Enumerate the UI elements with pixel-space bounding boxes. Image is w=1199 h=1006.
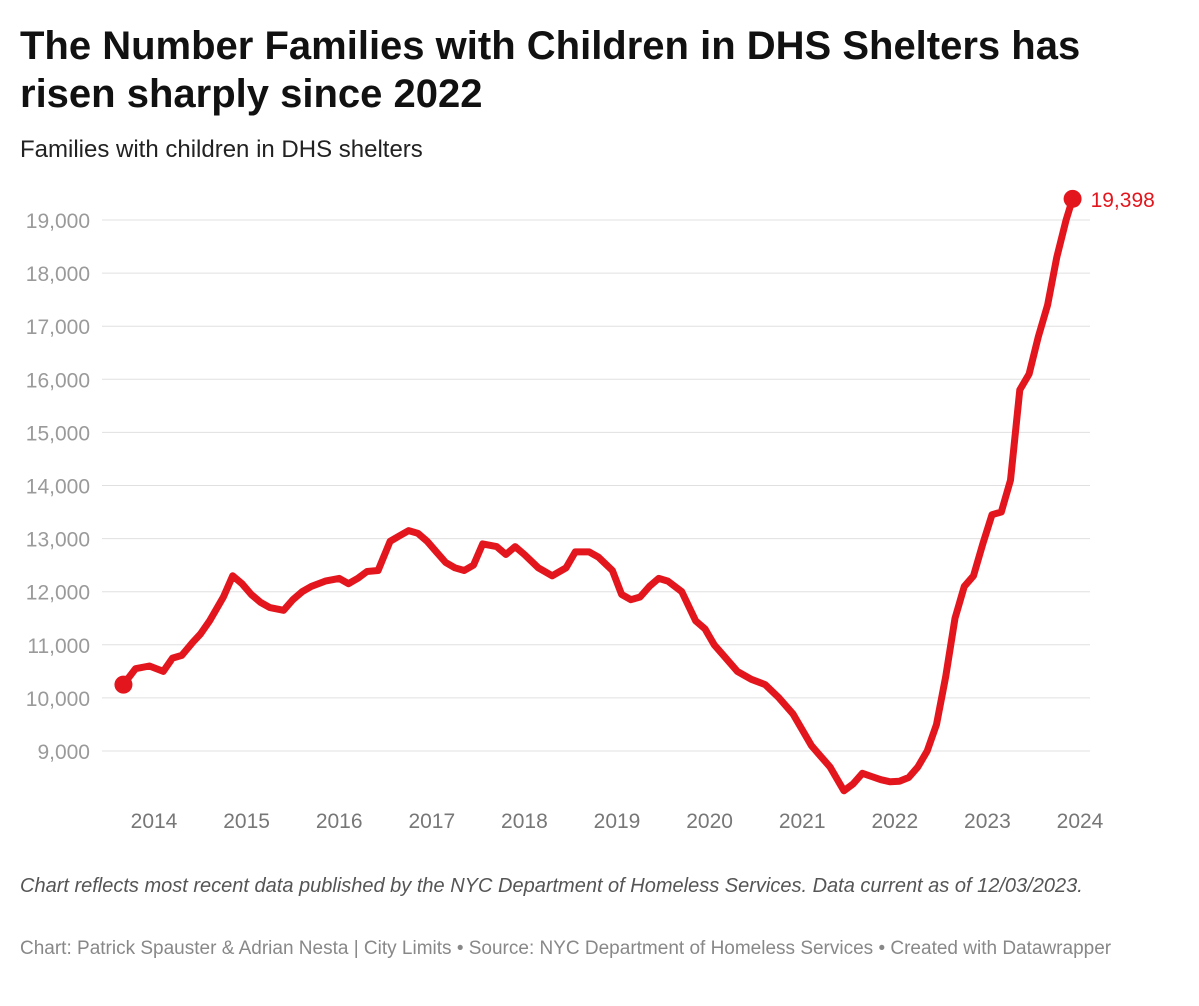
series-layer: 19,398 (114, 189, 1155, 795)
x-tick-label: 2020 (686, 810, 733, 833)
end-value-label: 19,398 (1091, 189, 1155, 212)
x-tick-label: 2015 (223, 810, 270, 833)
x-tick-label: 2022 (871, 810, 918, 833)
x-tick-label: 2023 (964, 810, 1011, 833)
y-tick-label: 13,000 (26, 529, 90, 552)
chart-title: The Number Families with Children in DHS… (20, 24, 1081, 116)
y-tick-label: 19,000 (26, 210, 90, 233)
y-tick-label: 9,000 (37, 741, 90, 764)
x-tick-label: 2014 (131, 810, 178, 833)
y-tick-label: 14,000 (26, 476, 90, 499)
x-tick-label: 2017 (408, 810, 455, 833)
y-tick-label: 18,000 (26, 263, 90, 286)
series-line (119, 195, 1077, 795)
chart-note: Chart reflects most recent data publishe… (20, 875, 1083, 897)
gridlines (102, 219, 1090, 752)
y-tick-label: 10,000 (26, 688, 90, 711)
y-tick-label: 17,000 (26, 316, 90, 339)
y-tick-label: 12,000 (26, 582, 90, 605)
y-axis-labels: 9,000 10,000 11,000 12,000 13,000 14,000 15,00… (26, 210, 90, 764)
y-tick-label: 16,000 (26, 369, 90, 392)
start-point-marker (114, 675, 133, 694)
end-point-marker (1063, 189, 1082, 208)
chart-subtitle: Families with children in DHS shelters (20, 136, 423, 163)
y-tick-label: 15,000 (26, 422, 90, 445)
x-axis-labels: 2014 2015 2016 2017 2018 2019 2020 2021 2022 2023… (131, 810, 1104, 833)
x-tick-label: 2021 (779, 810, 826, 833)
x-tick-label: 2018 (501, 810, 548, 833)
line-chart: 9,000 10,000 11,000 12,000 13,000 14,000 15,00… (26, 189, 1155, 833)
chart-credit: Chart: Patrick Spauster & Adrian Nesta |… (20, 938, 1112, 959)
x-tick-label: 2016 (316, 810, 363, 833)
x-tick-label: 2019 (594, 810, 641, 833)
y-tick-label: 11,000 (27, 635, 90, 658)
x-tick-label: 2024 (1057, 810, 1104, 833)
